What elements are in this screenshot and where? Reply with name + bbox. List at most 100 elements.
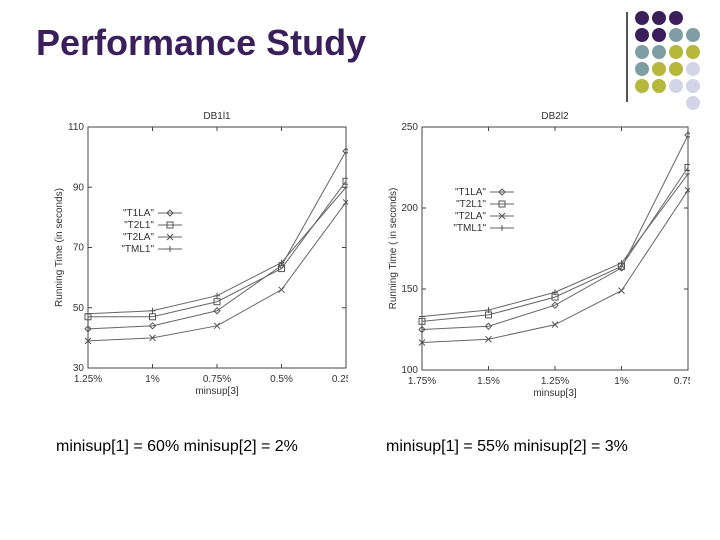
decorative-dot [652,28,666,42]
decorative-dot [635,45,649,59]
marker-plus [485,307,492,314]
decorative-dot [669,62,683,76]
decorative-dot [652,62,666,76]
marker-x [485,335,492,343]
marker-x [684,186,690,194]
series-plus [85,184,348,317]
decorative-dot [635,28,649,42]
legend-label: "T2L1" [456,199,486,210]
marker-diamond [498,188,506,196]
marker-diamond [166,209,174,217]
marker-x [551,321,559,328]
marker-diamond [484,322,493,330]
x-tick-label: 1.5% [477,376,500,387]
decorative-dot [635,11,649,25]
chart-db1l1: DB1l1 30 50 70 90 110 1.25% 1% 0.75% 0.5% 0.25% min… [54,111,348,397]
legend-label: "TML1" [453,223,486,234]
decorative-dot [652,45,666,59]
marker-diamond [684,131,690,139]
marker-square [166,221,174,229]
x-tick-label: 1.75% [408,376,436,387]
marker-square [278,265,285,273]
decorative-dot [652,79,666,93]
decorative-dot [686,62,700,76]
x-axis-label: minsup[3] [195,386,239,397]
marker-diamond [418,325,426,334]
title-divider [626,12,628,102]
marker-x [166,233,174,241]
marker-plus [419,313,425,320]
marker-plus [214,292,220,299]
y-tick-label: 100 [401,365,418,376]
decorative-dot [669,28,683,42]
series-line [421,134,689,330]
x-tick-label: 0.25% [332,374,348,385]
decorative-dot [635,79,649,93]
legend-label: "TML1" [121,244,154,255]
decorative-dot [652,11,666,25]
x-tick-label: 0.75% [674,376,690,387]
series-x [84,198,348,345]
marker-square [498,200,506,208]
marker-x [84,337,92,345]
marker-diamond [148,322,157,330]
marker-plus [499,225,505,231]
marker-plus [618,260,625,267]
series-line [88,180,347,318]
marker-x [342,198,348,206]
series-plus [419,170,690,320]
y-tick-label: 50 [73,303,85,314]
chart-title: DB1l1 [203,111,231,122]
y-tick-label: 70 [73,243,85,254]
series-line [87,150,347,330]
marker-plus [278,259,285,266]
decorative-dot [686,28,700,42]
marker-diamond [84,325,92,333]
y-tick-label: 30 [73,363,85,374]
y-axis-label: Running Time ( in seconds) [388,188,399,310]
marker-plus [552,289,558,296]
y-axis-label: Running Time (in seconds) [54,188,65,307]
decorative-dot [669,11,683,25]
marker-x [278,286,285,294]
series-square [84,177,348,321]
marker-square [149,313,156,321]
decorative-dot [635,62,649,76]
x-tick-label: 0.75% [203,374,231,385]
marker-plus [149,307,156,314]
y-tick-label: 250 [401,122,418,133]
legend-label: "T1LA" [123,208,154,219]
marker-plus [167,246,173,252]
x-axis-label: minsup[3] [533,388,577,399]
marker-x [498,212,506,220]
plot-frame [421,126,689,371]
marker-x [618,287,625,294]
legend-label: "T1LA" [455,187,486,198]
legend-label: "T2LA" [123,232,154,243]
decorative-dot [686,45,700,59]
marker-x [418,339,426,346]
series-x [418,186,690,346]
marker-square [213,298,221,306]
caption-left: minisup[1] = 60% minisup[2] = 2% [56,438,298,455]
decorative-dot [669,79,683,93]
marker-diamond [551,301,559,309]
x-tick-label: 1.25% [74,374,102,385]
chart-title: DB2l2 [541,111,569,122]
y-tick-label: 110 [68,122,84,133]
marker-square [684,164,690,171]
marker-plus [85,310,91,317]
caption-right: minisup[1] = 55% minisup[2] = 3% [386,438,628,455]
legend-label: "T2L1" [124,220,154,231]
series-diamond [84,147,348,333]
marker-x [213,322,221,330]
x-tick-label: 1.25% [541,376,569,387]
y-tick-label: 200 [401,203,418,214]
marker-diamond [213,307,221,315]
x-tick-label: 1% [614,376,629,387]
marker-diamond [342,147,348,155]
y-tick-label: 150 [401,284,418,295]
decorative-dot [669,45,683,59]
slide-title: Performance Study [36,22,367,63]
x-tick-label: 1% [145,374,160,385]
